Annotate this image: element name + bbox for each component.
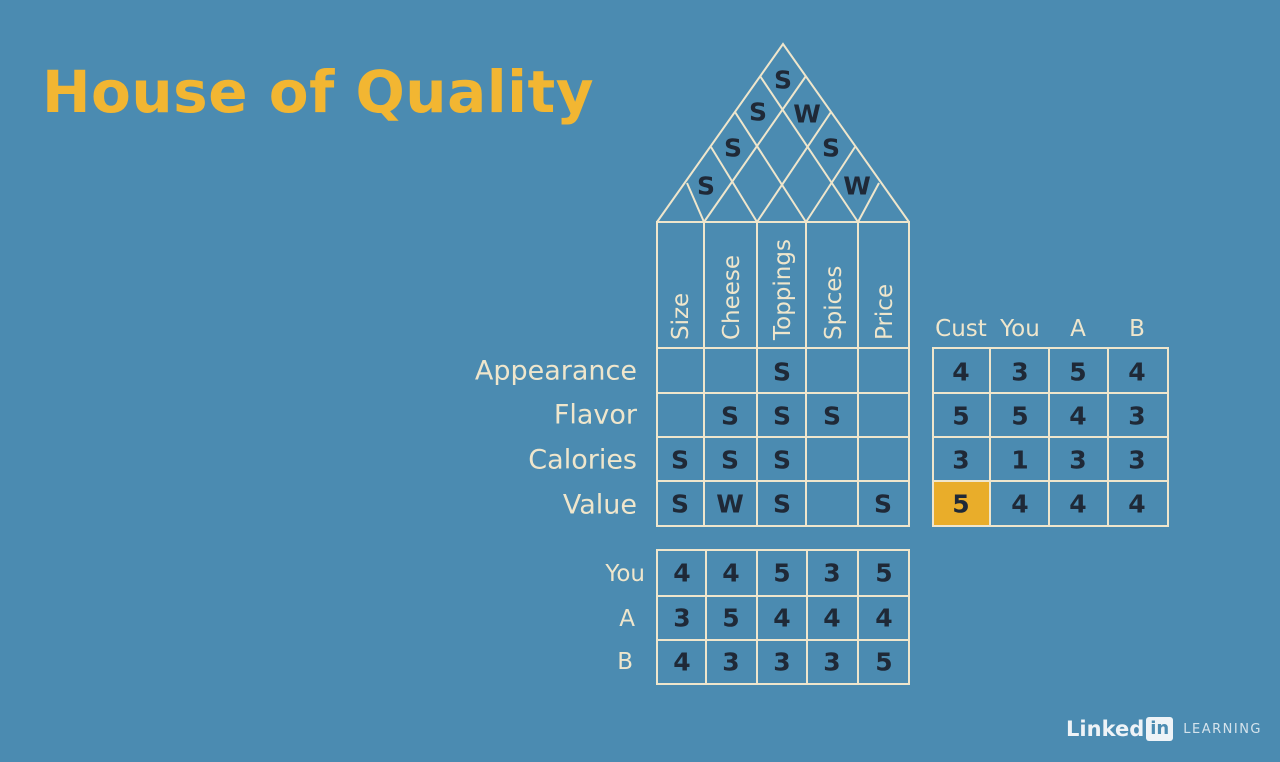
- competitive-rating: 5: [952, 490, 969, 519]
- roof-outline: [656, 42, 910, 223]
- technical-rating: 3: [823, 559, 840, 588]
- competitive-rating: 3: [1128, 402, 1145, 431]
- roof-lattice-line: [759, 75, 859, 223]
- roof-lattice-line: [805, 146, 856, 223]
- relationship-mark: S: [671, 446, 689, 475]
- comp-header: You: [999, 316, 1040, 342]
- tech-req-label: Cheese: [719, 255, 745, 340]
- competitive-rating: 4: [1011, 490, 1028, 519]
- technical-rating: 5: [722, 604, 739, 633]
- page-title: House of Quality: [42, 58, 595, 126]
- roof-lattice-line: [857, 182, 880, 223]
- technical-rating: 5: [773, 559, 790, 588]
- roof-mark: S: [724, 134, 742, 163]
- technical-rating: 4: [875, 604, 892, 633]
- roof-lattice-line: [703, 75, 807, 223]
- highlight-cell: [934, 482, 989, 525]
- tech-row-label: A: [619, 606, 635, 632]
- competitive-rating: 5: [1011, 402, 1028, 431]
- roof-mark: S: [774, 66, 792, 95]
- relationship-mark: S: [721, 402, 739, 431]
- relationship-mark: S: [773, 490, 791, 519]
- technical-rating: 3: [722, 648, 739, 677]
- relationship-mark: S: [823, 402, 841, 431]
- tech-req-label: Toppings: [770, 239, 796, 341]
- cust-req-label: Calories: [528, 445, 637, 476]
- relationship-mark: S: [773, 446, 791, 475]
- roof-lattice-line: [734, 111, 807, 223]
- roof-lattice-line: [710, 146, 758, 223]
- competitive-rating: 4: [1069, 490, 1086, 519]
- technical-requirements-header: Size Cheese Toppings Spices Price: [656, 221, 910, 349]
- technical-rating: 4: [722, 559, 739, 588]
- roof-mark: S: [749, 98, 767, 127]
- tech-row-label: B: [617, 649, 633, 675]
- roof: S S W S S S W: [656, 42, 910, 223]
- competitive-rating: 4: [1069, 402, 1086, 431]
- tech-req-label: Price: [872, 284, 898, 340]
- competitive-rating: 5: [952, 402, 969, 431]
- brand-word: Linked: [1066, 717, 1145, 741]
- tech-req-label: Size: [668, 293, 694, 340]
- customer-requirements: Appearance Flavor Calories Value: [475, 356, 638, 521]
- relationship-matrix: SS S SS S SS W S S: [656, 347, 910, 527]
- competitive-rating: 3: [952, 446, 969, 475]
- relationship-mark: W: [716, 490, 744, 519]
- relationship-mark: S: [773, 358, 791, 387]
- competitive-rating: 4: [1128, 358, 1145, 387]
- roof-mark: S: [697, 172, 715, 201]
- tech-row-label: You: [604, 561, 645, 587]
- cust-req-label: Appearance: [475, 356, 637, 387]
- technical-rating: 4: [773, 604, 790, 633]
- roof-lattice-line: [756, 111, 832, 223]
- competitive-rating: 1: [1011, 446, 1028, 475]
- competitive-rating: 3: [1069, 446, 1086, 475]
- comp-header: Cust: [935, 316, 987, 342]
- competitive-rating: 4: [1128, 490, 1145, 519]
- cust-req-label: Value: [563, 490, 637, 521]
- brand-suffix: LEARNING: [1183, 721, 1262, 737]
- competitive-rating: 3: [1011, 358, 1028, 387]
- competitive-rating: 3: [1128, 446, 1145, 475]
- relationship-mark: S: [773, 402, 791, 431]
- comp-header: B: [1129, 316, 1145, 342]
- competitive-rating: 4: [952, 358, 969, 387]
- competitive-assessment: Cust You A B 4 3 5 4 5 5 4 3 3 1 3 3 5 4 4 4: [932, 316, 1169, 527]
- roof-mark: W: [793, 100, 821, 129]
- technical-rating: 3: [823, 648, 840, 677]
- technical-rating: 4: [673, 648, 690, 677]
- technical-rating: 4: [823, 604, 840, 633]
- tech-req-label: Spices: [821, 266, 847, 340]
- comp-header: A: [1070, 316, 1086, 342]
- technical-rating: 5: [875, 559, 892, 588]
- relationship-mark: S: [874, 490, 892, 519]
- cust-req-label: Flavor: [554, 400, 638, 431]
- competitive-rating: 5: [1069, 358, 1086, 387]
- relationship-mark: S: [671, 490, 689, 519]
- roof-mark: S: [822, 134, 840, 163]
- technical-rating: 4: [673, 559, 690, 588]
- roof-mark: W: [843, 172, 871, 201]
- roof-lattice-line: [686, 182, 705, 223]
- technical-assessment: You A B 4 4 5 3 5 3 5 4 4 4 4 3 3 3 5: [604, 549, 910, 685]
- technical-rating: 5: [875, 648, 892, 677]
- relationship-mark: S: [721, 446, 739, 475]
- technical-rating: 3: [773, 648, 790, 677]
- linkedin-learning-logo: Linked in LEARNING: [1066, 717, 1262, 741]
- technical-rating: 3: [673, 604, 690, 633]
- brand-in-badge: in: [1146, 717, 1174, 741]
